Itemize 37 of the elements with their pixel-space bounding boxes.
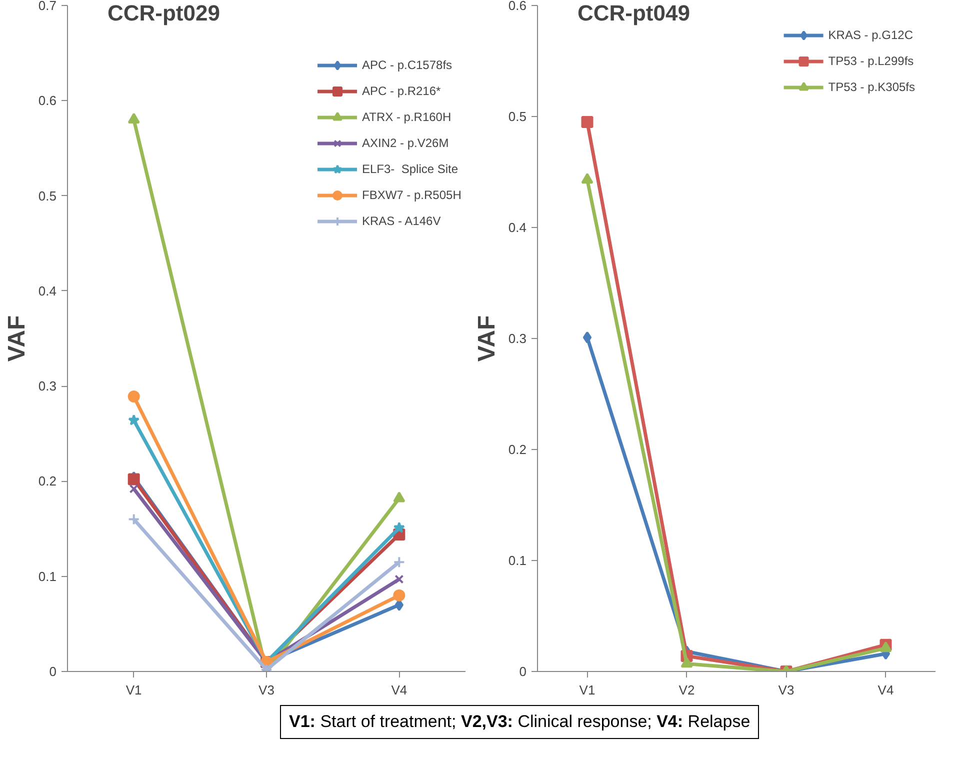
legend-label: AXIN2 - p.V26M bbox=[362, 136, 449, 150]
y-tick-label: 0.1 bbox=[508, 553, 527, 568]
x-tick-label: V4 bbox=[878, 682, 894, 698]
y-tick-label: 0.7 bbox=[38, 0, 57, 13]
y-tick-label: 0.2 bbox=[508, 442, 527, 457]
x-tick-label: V2 bbox=[678, 682, 695, 698]
legend-label: ATRX - p.R160H bbox=[362, 110, 452, 124]
x-tick-label: V1 bbox=[579, 682, 596, 698]
y-tick-label: 0.4 bbox=[38, 283, 57, 298]
y-axis-title: VAF bbox=[3, 315, 30, 362]
y-tick-label: 0.3 bbox=[508, 331, 527, 346]
legend-label: KRAS - A146V bbox=[362, 214, 441, 228]
y-tick-label: 0 bbox=[49, 664, 57, 679]
y-tick-label: 0 bbox=[519, 664, 527, 679]
chart-title: CCR-pt029 bbox=[108, 0, 220, 26]
legend-label: APC - p.R216* bbox=[362, 84, 441, 98]
y-tick-label: 0.3 bbox=[38, 378, 57, 394]
y-tick-label: 0.5 bbox=[508, 109, 527, 124]
chart-title: CCR-pt049 bbox=[578, 0, 690, 26]
x-tick-label: V3 bbox=[258, 682, 274, 698]
legend-label: TP53 - p.L299fs bbox=[828, 54, 914, 68]
legend-label: FBXW7 - p.R505H bbox=[362, 188, 462, 202]
y-tick-label: 0.2 bbox=[38, 474, 57, 489]
legend-label: KRAS - p.G12C bbox=[828, 28, 913, 42]
legend-label: TP53 - p.K305fs bbox=[828, 80, 915, 94]
x-tick-label: V3 bbox=[778, 682, 794, 698]
y-tick-label: 0.6 bbox=[508, 0, 527, 13]
y-tick-label: 0.6 bbox=[38, 93, 57, 108]
legend-label: ELF3- Splice Site bbox=[362, 162, 458, 176]
y-tick-label: 0.5 bbox=[38, 188, 57, 204]
x-tick-label: V1 bbox=[126, 682, 142, 698]
y-tick-label: 0.4 bbox=[508, 220, 527, 235]
legend-label: APC - p.C1578fs bbox=[362, 58, 452, 72]
x-tick-label: V4 bbox=[391, 682, 408, 698]
y-tick-label: 0.1 bbox=[38, 568, 57, 584]
text: V1: Start of treatment; V2,V3: Clinical response; V4: Relapse bbox=[289, 711, 750, 733]
y-axis-title: VAF bbox=[473, 315, 500, 362]
